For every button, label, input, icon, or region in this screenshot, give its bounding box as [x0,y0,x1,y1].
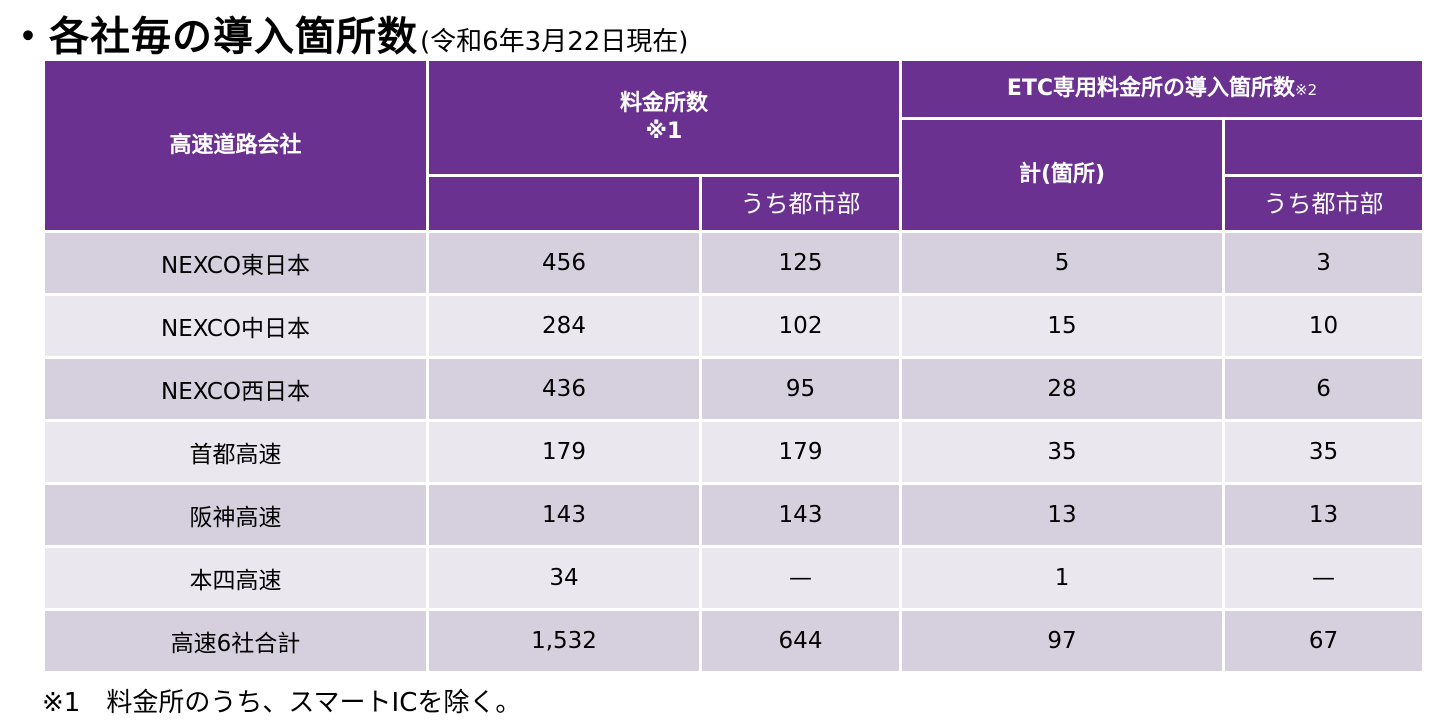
header-toll-count-label: 料金所数 [620,90,709,116]
header-etc-total: 計(箇所) [902,120,1223,230]
page-title: ・各社毎の導入箇所数 (令和6年3月22日現在) [8,4,688,60]
table-row: NEXCO東日本 456 125 5 3 [45,233,1423,293]
table-row: 本四高速 34 — 1 — [45,548,1423,608]
cell-etc-urban: 13 [1225,485,1423,545]
cell-etc: 13 [902,485,1223,545]
table-row: NEXCO中日本 284 102 15 10 [45,296,1423,356]
header-etc-group-note: ※2 [1295,80,1318,99]
cell-toll-urban: 143 [702,485,900,545]
table-row: 阪神高速 143 143 13 13 [45,485,1423,545]
cell-etc: 28 [902,359,1223,419]
cell-toll-urban: 179 [702,422,900,482]
cell-toll-urban: 95 [702,359,900,419]
cell-etc-urban: 6 [1225,359,1423,419]
cell-toll: 1,532 [429,611,699,671]
cell-toll-urban: 125 [702,233,900,293]
cell-toll: 456 [429,233,699,293]
header-company: 高速道路会社 [45,61,426,230]
title-date: (令和6年3月22日現在) [420,27,689,57]
cell-toll-urban: 102 [702,296,900,356]
toll-station-table: 高速道路会社 料金所数 ※1 ETC専用料金所の導入箇所数※2 計(箇所) うち… [42,58,1425,674]
cell-etc: 1 [902,548,1223,608]
table-row: NEXCO西日本 436 95 28 6 [45,359,1423,419]
cell-company: 高速6社合計 [45,611,426,671]
cell-toll: 34 [429,548,699,608]
cell-company: NEXCO中日本 [45,296,426,356]
cell-etc: 35 [902,422,1223,482]
cell-toll-urban: 644 [702,611,900,671]
title-main: ・各社毎の導入箇所数 [8,14,418,60]
header-etc-group: ETC専用料金所の導入箇所数※2 [902,61,1423,117]
cell-etc: 5 [902,233,1223,293]
cell-etc-urban: 35 [1225,422,1423,482]
table-row: 首都高速 179 179 35 35 [45,422,1423,482]
cell-etc: 97 [902,611,1223,671]
header-etc-urban: うち都市部 [1225,177,1423,230]
cell-toll: 143 [429,485,699,545]
header-etc-empty [1225,120,1423,174]
cell-company: 本四高速 [45,548,426,608]
header-toll-spacer [429,177,699,230]
header-toll-count-note: ※1 [645,118,683,144]
cell-toll: 436 [429,359,699,419]
cell-etc-urban: 3 [1225,233,1423,293]
cell-company: 首都高速 [45,422,426,482]
cell-toll-urban: — [702,548,900,608]
cell-toll: 179 [429,422,699,482]
cell-etc-urban: 10 [1225,296,1423,356]
header-toll-count: 料金所数 ※1 [429,61,900,174]
header-etc-group-label: ETC専用料金所の導入箇所数 [1006,75,1296,101]
cell-company: NEXCO西日本 [45,359,426,419]
cell-company: NEXCO東日本 [45,233,426,293]
cell-etc-urban: — [1225,548,1423,608]
cell-etc-urban: 67 [1225,611,1423,671]
footnote: ※1 料金所のうち、スマートICを除く。 [42,688,522,718]
table-row-total: 高速6社合計 1,532 644 97 67 [45,611,1423,671]
cell-toll: 284 [429,296,699,356]
header-toll-urban: うち都市部 [702,177,900,230]
cell-company: 阪神高速 [45,485,426,545]
cell-etc: 15 [902,296,1223,356]
